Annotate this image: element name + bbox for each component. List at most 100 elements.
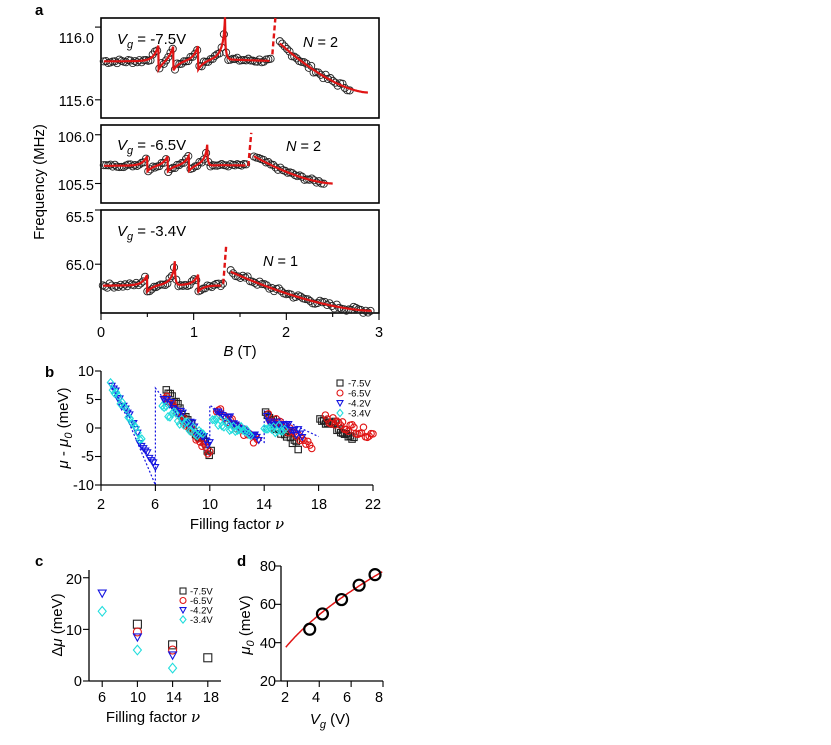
data-point-triangle (147, 457, 156, 465)
data-point-diamond (114, 391, 123, 401)
fit-curve-high (279, 42, 368, 94)
panel-b-xtick: 14 (256, 497, 272, 513)
data-point-triangle (225, 413, 235, 421)
data-point-circle (179, 596, 187, 605)
fit-curve-low (102, 261, 222, 295)
data-point-diamond (167, 662, 178, 674)
data-point-circle (285, 47, 294, 56)
data-point-square (290, 436, 299, 444)
data-point-circle (352, 578, 366, 592)
data-point-circle (278, 39, 287, 48)
data-point-triangle (284, 420, 293, 429)
panel-label-d: d (237, 553, 246, 570)
data-point-triangle (298, 434, 307, 442)
panel-b-xlabel: Filling factor ν (190, 515, 284, 533)
panel-b-xtick: 18 (311, 497, 327, 513)
data-point-circle (363, 433, 372, 442)
data-point-diamond (132, 644, 143, 656)
panel-label-a: a (35, 2, 44, 19)
data-point-circle (141, 154, 151, 163)
data-point-circle (103, 283, 112, 292)
data-point-circle (342, 425, 351, 434)
panel-a-xtick: 3 (375, 325, 383, 341)
data-point-diamond (97, 605, 107, 617)
data-point-diamond (169, 407, 178, 417)
panel-b-ylabel: μ - μ0 (meV) (55, 388, 75, 470)
panel-c-ytick: 0 (74, 674, 82, 690)
data-point-circle (109, 283, 119, 292)
transition-dash (222, 244, 228, 284)
data-point-triangle (176, 407, 186, 416)
transition-dash (247, 132, 253, 167)
data-point-circle (280, 42, 289, 51)
panel-b-xtick: 2 (97, 497, 105, 513)
data-point-circle (290, 52, 299, 61)
data-point-circle (128, 58, 137, 68)
n-annotation-1: N = 2 (303, 35, 338, 51)
panel-d-xtick: 6 (343, 690, 351, 706)
panel-c-ylabel: Δμ (meV) (49, 593, 66, 656)
panel-c-xtick: 14 (166, 690, 182, 706)
data-point-circle (204, 450, 212, 458)
panel-c-ytick: 20 (66, 572, 82, 588)
data-point-circle (187, 277, 196, 286)
panel-label-b: b (45, 364, 54, 381)
data-point-diamond (162, 401, 171, 412)
data-point-circle (145, 287, 154, 296)
data-point-diamond (231, 426, 240, 437)
data-point-diamond (112, 387, 121, 398)
legend-label: -7.5V (190, 587, 213, 598)
data-point-triangle (254, 437, 263, 445)
panel-d-ytick: 20 (260, 674, 276, 690)
panel-a-ytick: 65.0 (66, 258, 94, 274)
data-point-triangle (167, 398, 176, 407)
panel-a-ytick: 106.0 (58, 130, 94, 146)
vg-annotation-2: Vg = -6.5V (117, 137, 186, 157)
panel-b-legend: -7.5V-6.5V-4.2V-3.4V (336, 379, 371, 420)
data-point-circle (304, 437, 312, 446)
data-point-diamond (237, 421, 245, 432)
data-point-triangle (143, 449, 152, 457)
panel-b-ytick: -5 (81, 449, 94, 465)
data-point-circle (359, 308, 368, 317)
data-point-triangle (231, 421, 240, 429)
data-point-circle (369, 430, 377, 438)
panel-b: 10 5 0 -5 -10 2 6 10 14 18 22 Filling fa… (55, 364, 381, 533)
data-point-diamond (242, 425, 251, 435)
n-annotation-3: N = 1 (263, 254, 298, 270)
data-point-triangle (188, 419, 197, 427)
panel-d-xlabel: Vg (V) (310, 711, 350, 731)
data-point-circle (364, 308, 373, 317)
panel-b-xtick: 10 (202, 497, 218, 513)
data-point-square (282, 433, 291, 441)
panel-d-xtick: 2 (281, 690, 289, 706)
panel-a-ylabel: Frequency (MHz) (31, 124, 48, 240)
panel-d-xtick: 8 (375, 690, 383, 706)
data-point-triangle (97, 589, 108, 599)
data-point-triangle (216, 410, 225, 418)
data-point-diamond (122, 404, 131, 414)
panel-b-xtick: 6 (151, 497, 159, 513)
vg-annotation-1: Vg = -7.5V (117, 31, 186, 51)
data-point-diamond (124, 412, 133, 423)
data-point-square (179, 587, 187, 595)
data-point-square (316, 415, 324, 423)
fit-curve-low (103, 144, 246, 174)
data-point-triangle (132, 633, 143, 643)
data-point-circle (351, 303, 361, 313)
panel-a: 116.0 115.6 106.0 105.5 65.5 65.0 Vg = -… (31, 17, 383, 360)
data-point-diamond (181, 418, 190, 428)
data-point-circle (266, 54, 275, 63)
data-point-square (321, 420, 330, 428)
data-point-triangle (205, 439, 214, 447)
data-point-diamond (276, 426, 285, 436)
data-point-triangle (292, 432, 301, 440)
data-point-diamond (210, 415, 219, 425)
data-point-diamond (166, 412, 174, 422)
data-point-circle (179, 57, 188, 66)
n-annotation-2: N = 2 (286, 139, 321, 155)
panel-a-xtick: 0 (97, 325, 105, 341)
panel-b-ytick: 10 (78, 364, 94, 380)
legend-label: -3.4V (348, 409, 371, 420)
data-point-diamond (244, 429, 253, 440)
